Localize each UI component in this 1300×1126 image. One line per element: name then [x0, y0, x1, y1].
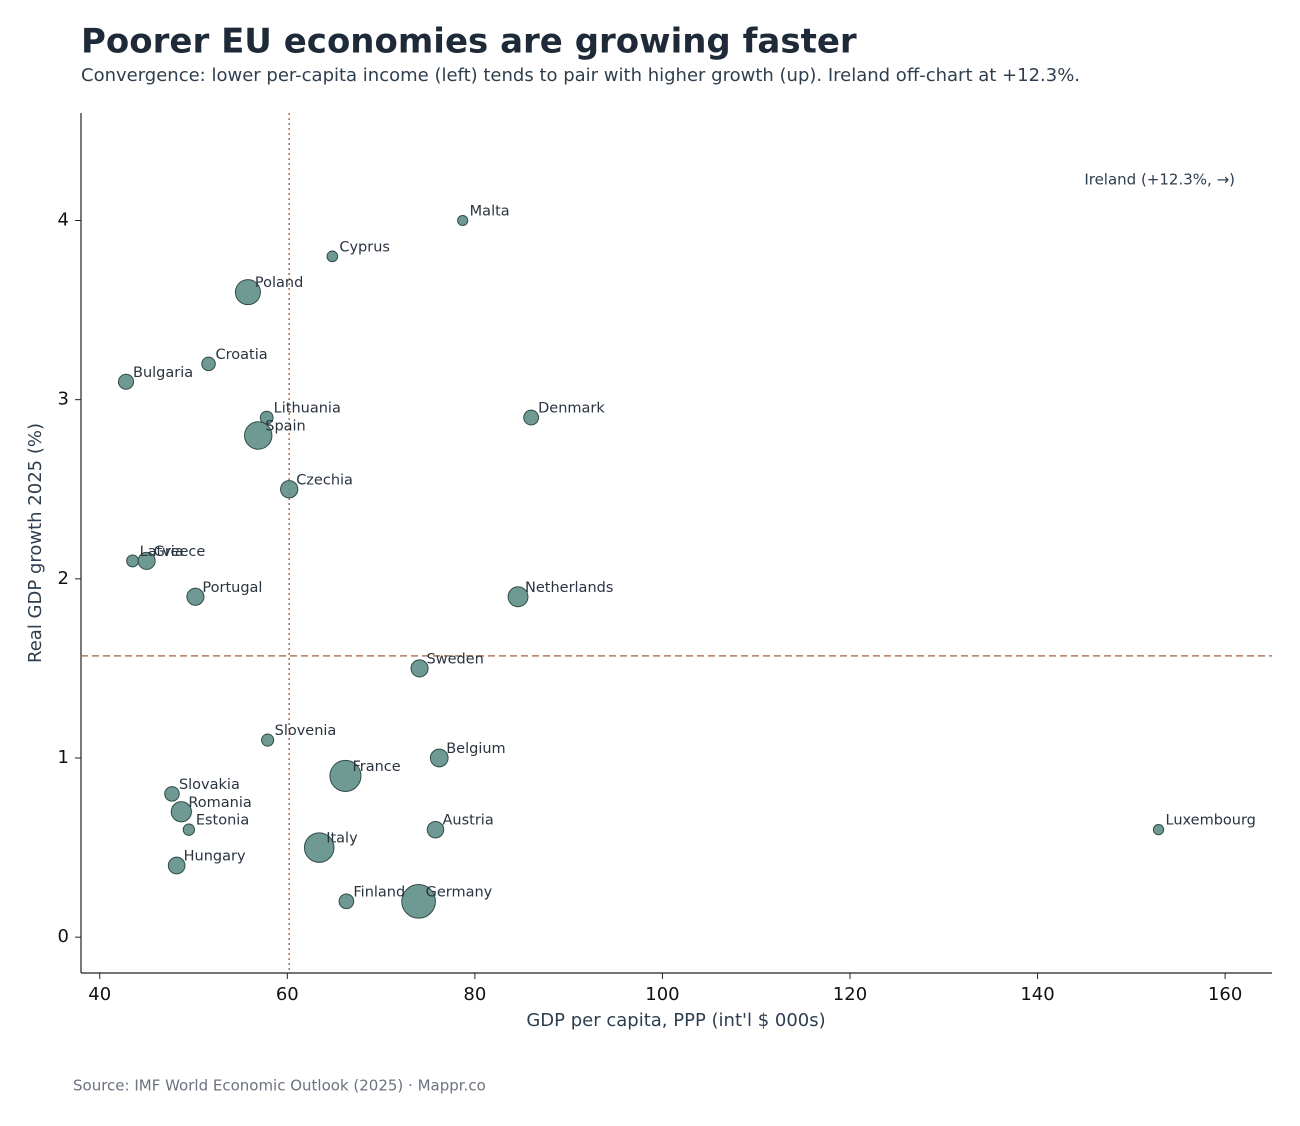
- y-tick-label: 1: [58, 747, 69, 768]
- bubble: [167, 856, 186, 875]
- point-label: Poland: [255, 275, 303, 291]
- point-label: Spain: [265, 419, 306, 435]
- point-label: Greece: [154, 544, 206, 560]
- point-label: Slovenia: [275, 723, 337, 739]
- point-label: Bulgaria: [133, 365, 193, 381]
- x-axis-label: GDP per capita, PPP (int'l $ 000s): [526, 1010, 825, 1031]
- bubble: [429, 748, 449, 768]
- bubble: [201, 356, 216, 372]
- point-label: Czechia: [296, 472, 353, 488]
- point-label: Belgium: [446, 741, 505, 757]
- bubble: [137, 551, 156, 570]
- bubble: [401, 884, 436, 919]
- point-label: Germany: [426, 884, 493, 900]
- y-tick-label: 3: [58, 389, 69, 410]
- point-label: Lithuania: [274, 401, 341, 417]
- annotation: Ireland (+12.3%, →): [1084, 171, 1235, 189]
- point-label: Slovakia: [179, 777, 240, 793]
- point-label: Austria: [442, 813, 493, 829]
- bubble: [410, 659, 429, 678]
- bubble: [126, 554, 140, 568]
- point-label: France: [352, 759, 400, 775]
- x-tick-label: 120: [833, 984, 867, 1005]
- bubble: [186, 587, 205, 606]
- x-tick-label: 40: [88, 984, 111, 1005]
- point-label: Cyprus: [339, 239, 390, 255]
- bubble: [234, 279, 261, 306]
- bubble: [338, 893, 355, 910]
- x-tick-label: 60: [276, 984, 299, 1005]
- bubble: [326, 250, 339, 263]
- bubble: [261, 733, 275, 747]
- point-label: Netherlands: [525, 580, 613, 596]
- bubble: [457, 214, 469, 227]
- chart-title: Poorer EU economies are growing faster: [81, 22, 857, 62]
- bubble: [426, 820, 445, 839]
- bubble: [280, 480, 299, 499]
- point-label: Romania: [188, 795, 251, 811]
- point-label: Finland: [353, 884, 405, 900]
- point-label: Sweden: [427, 651, 484, 667]
- bubble: [259, 410, 274, 425]
- point-label: Denmark: [538, 401, 605, 417]
- bubble: [170, 801, 192, 823]
- x-tick-label: 80: [463, 984, 486, 1005]
- point-label: Luxembourg: [1166, 813, 1256, 829]
- bubble: [329, 759, 362, 792]
- bubble: [244, 421, 273, 450]
- bubble: [164, 786, 180, 802]
- bubble: [1152, 824, 1165, 836]
- bubble: [303, 832, 335, 863]
- bubble: [182, 823, 196, 836]
- point-label: Estonia: [196, 813, 249, 829]
- bubble: [117, 373, 135, 390]
- x-tick-label: 140: [1020, 984, 1054, 1005]
- bubble: [523, 409, 540, 426]
- point-label: Hungary: [184, 849, 246, 865]
- y-tick-label: 0: [58, 926, 69, 947]
- y-axis-label: Real GDP growth 2025 (%): [25, 423, 46, 663]
- point-label: Portugal: [202, 580, 262, 596]
- x-tick-label: 100: [645, 984, 679, 1005]
- source: Source: IMF World Economic Outlook (2025…: [73, 1077, 486, 1095]
- point-label: Croatia: [216, 347, 268, 363]
- bubble: [507, 586, 529, 608]
- point-label: Italy: [326, 831, 358, 847]
- chart-subtitle: Convergence: lower per-capita income (le…: [81, 65, 1080, 86]
- y-tick-label: 2: [58, 568, 69, 589]
- y-tick-label: 4: [58, 210, 69, 231]
- point-label: Malta: [470, 204, 510, 220]
- x-tick-label: 160: [1208, 984, 1242, 1005]
- point-label: Latvia: [140, 544, 184, 560]
